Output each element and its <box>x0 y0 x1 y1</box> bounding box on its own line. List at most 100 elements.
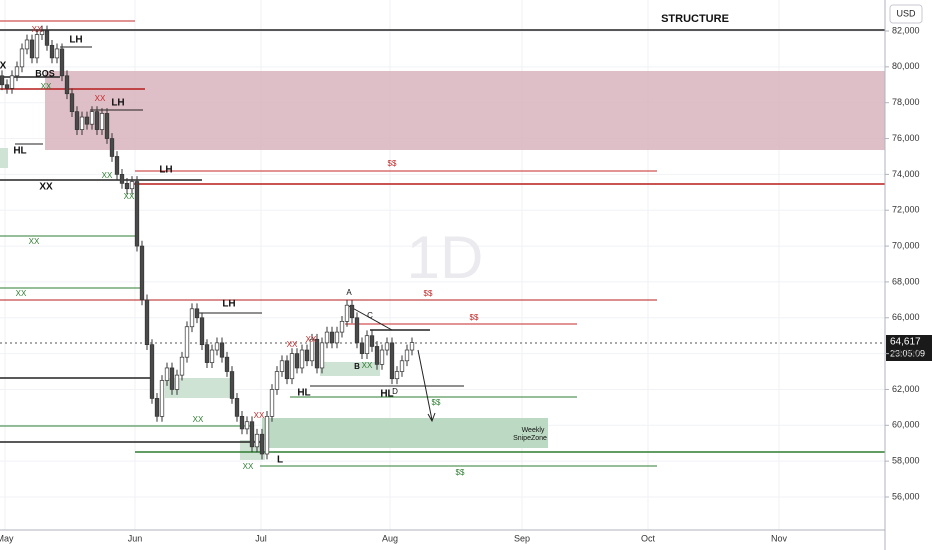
y-tick-label: 82,000 <box>892 25 920 35</box>
candle-body <box>159 380 165 417</box>
demand-zone <box>262 418 548 448</box>
annotation: XX <box>39 182 53 193</box>
x-tick-label: Jun <box>128 533 143 543</box>
last-price: 64,617 <box>890 337 921 348</box>
candle-body <box>114 156 120 175</box>
candle-body <box>329 331 335 344</box>
candle-body <box>229 371 235 399</box>
candle-body <box>109 138 115 157</box>
candle-body <box>389 342 395 380</box>
annotation: XX <box>362 361 373 370</box>
annotation: $$ <box>470 313 479 322</box>
arrow-head <box>427 412 436 423</box>
currency[interactable]: USD <box>896 8 916 18</box>
candle-body <box>409 342 415 351</box>
candle-body <box>89 111 95 125</box>
candle-body <box>149 344 155 399</box>
annotation: XX <box>29 237 40 246</box>
candle-body <box>144 299 150 346</box>
candle-body <box>119 174 125 184</box>
candle-body <box>39 30 45 35</box>
y-tick-label: 76,000 <box>892 133 920 143</box>
candle-body <box>54 48 60 59</box>
candle-body <box>364 335 370 354</box>
x-tick-label: Sep <box>514 533 530 543</box>
candle-body <box>49 44 55 59</box>
candle-body <box>59 48 65 77</box>
candle-body <box>324 331 330 344</box>
annotation: L <box>277 455 283 466</box>
annotation: XX <box>193 415 204 424</box>
x-tick-label: Jul <box>255 533 267 543</box>
y-tick-label: 62,000 <box>892 384 920 394</box>
candle-body <box>134 181 140 247</box>
trend-line <box>346 304 393 331</box>
x-tick-label: May <box>0 533 14 543</box>
annotation: XX <box>243 462 254 471</box>
levels <box>0 20 885 467</box>
annotation: LH <box>111 98 124 109</box>
y-tick-label: 56,000 <box>892 491 920 501</box>
y-tick-label: 68,000 <box>892 276 920 286</box>
currency-button[interactable] <box>889 4 923 24</box>
candle-body <box>99 113 105 130</box>
candle-body <box>294 353 300 369</box>
candle-body <box>44 30 50 46</box>
candle-body <box>184 326 190 358</box>
y-tick-label: 64,000 <box>892 348 920 358</box>
candle-body <box>139 245 145 301</box>
candle-body <box>264 415 270 455</box>
annotation: XX <box>306 335 317 344</box>
annotation: LH <box>69 35 82 46</box>
candle-body <box>304 349 310 362</box>
y-tick-label: 70,000 <box>892 240 920 250</box>
candle-body <box>234 398 240 417</box>
annotation: $$ <box>432 398 441 407</box>
candle-body <box>224 356 230 372</box>
candle-body <box>24 39 30 50</box>
annotation: A <box>346 288 352 297</box>
candle-body <box>0 75 5 86</box>
annotation: $$ <box>424 289 433 298</box>
candle-body <box>74 111 80 130</box>
candle-body <box>279 360 285 372</box>
y-tick-label: 74,000 <box>892 169 920 179</box>
candle-body <box>84 116 90 125</box>
candle-body <box>204 344 210 363</box>
candle-body <box>29 39 35 59</box>
annotations: STRUCTURE XX LH X BOS XX XX LH HL XX LH XX XX $$ XX XX A… <box>0 13 729 477</box>
candle-body <box>349 304 355 319</box>
candle-body <box>259 433 265 455</box>
candle-body <box>64 75 70 95</box>
candle-body <box>104 113 110 139</box>
annotation: $$ <box>456 468 465 477</box>
annotation: X <box>0 61 7 72</box>
countdown: 23:05:09 <box>890 348 925 358</box>
annotation: LH <box>159 165 172 176</box>
arrow <box>417 349 433 421</box>
candle-body <box>19 48 25 68</box>
annotation: BOS <box>35 68 55 78</box>
candle-body <box>394 371 400 380</box>
candle-body <box>404 349 410 362</box>
candle-body <box>379 349 385 365</box>
candle-body <box>374 346 380 365</box>
candle-body <box>239 415 245 430</box>
annotation: HL <box>380 389 393 400</box>
annotation: B <box>354 362 360 371</box>
watermark: 1D <box>407 224 484 291</box>
annotation: HL <box>13 146 26 157</box>
candle-body <box>399 360 405 372</box>
candle-body <box>309 338 315 362</box>
candle-body <box>289 353 295 380</box>
candle-body <box>354 317 360 344</box>
candle-body <box>319 342 325 369</box>
candle-body <box>274 371 280 390</box>
x-tick-label: Nov <box>771 533 788 543</box>
candle-body <box>129 181 135 190</box>
candle-body <box>244 421 250 430</box>
x-tick-label: Oct <box>641 533 656 543</box>
candle-body <box>199 317 205 346</box>
candle-body <box>14 66 20 77</box>
candle-body <box>314 338 320 369</box>
